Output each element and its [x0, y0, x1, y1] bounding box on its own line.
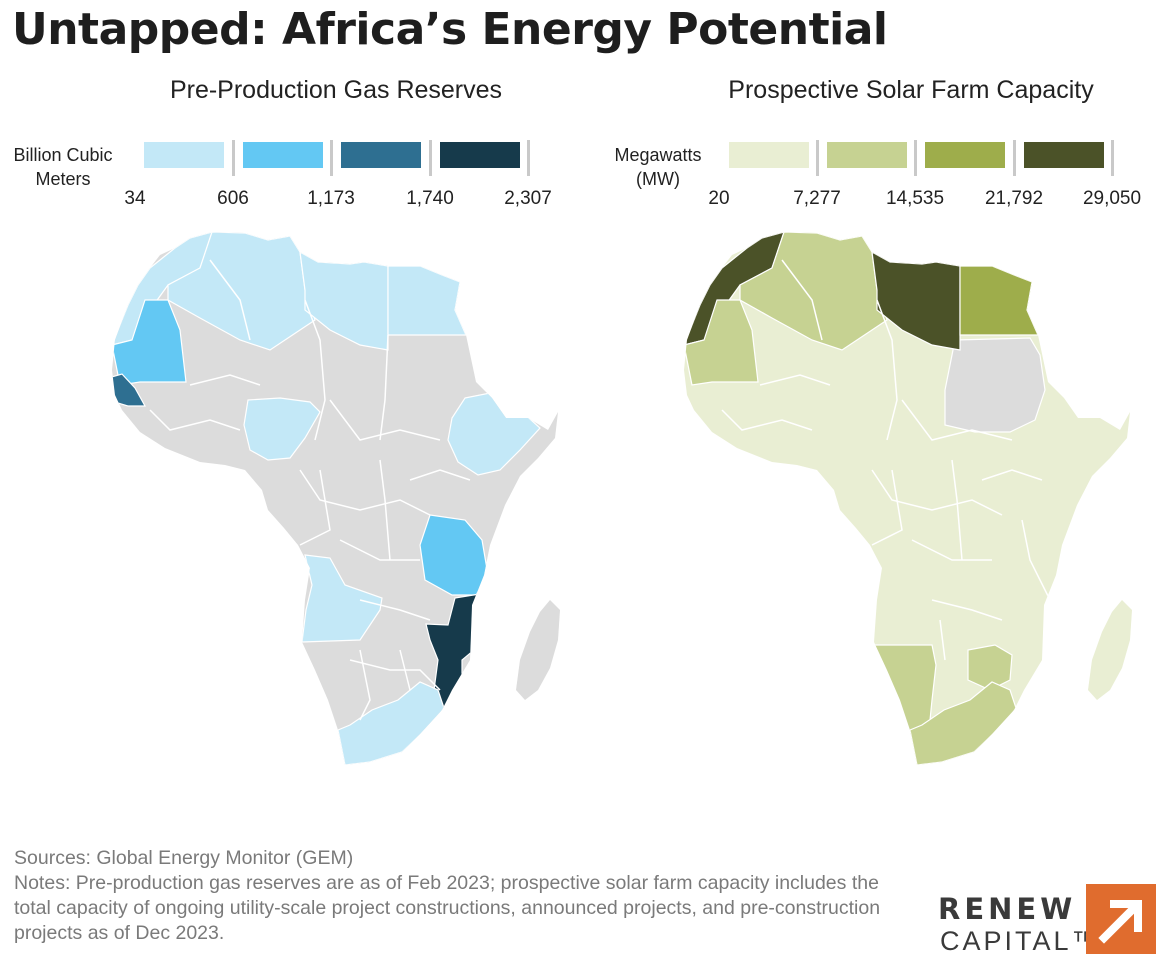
logo-line1: RENEW	[938, 892, 1077, 926]
chart-title: Untapped: Africa’s Energy Potential	[12, 4, 888, 55]
solar-legend-tick-label: 20	[708, 188, 730, 209]
logo-line2: CAPITAL™	[940, 926, 1102, 956]
solar-legend-unit: Megawatts (MW)	[600, 143, 716, 191]
gas-map-madagascar	[516, 600, 560, 700]
gas-country-borders	[149, 259, 471, 721]
solar-country-zimbabwe	[967, 644, 1013, 691]
gas-legend-tick-label: 2,307	[504, 188, 552, 209]
gas-legend-swatch-3	[341, 142, 421, 168]
notes-text: Notes: Pre-production gas reserves are a…	[14, 872, 881, 944]
gas-country-egypt	[387, 265, 467, 336]
solar-legend-tick-label: 29,050	[1082, 188, 1142, 209]
solar-legend-swatch-3	[925, 142, 1005, 168]
solar-legend-swatch-4	[1024, 142, 1104, 168]
arrow-up-right-icon	[1086, 884, 1156, 954]
solar-country-libya	[871, 250, 961, 351]
solar-legend-tick	[914, 140, 917, 176]
gas-legend-tick	[330, 140, 333, 176]
solar-legend-tick	[816, 140, 819, 176]
gas-legend-unit-line1: Billion Cubic	[13, 145, 113, 165]
solar-legend-tick-label: 7,277	[793, 188, 841, 209]
gas-legend-tick	[429, 140, 432, 176]
gas-legend-tick	[232, 140, 235, 176]
notes-block: Sources: Global Energy Monitor (GEM) Not…	[14, 846, 914, 946]
gas-map	[112, 232, 560, 765]
gas-country-senegal	[112, 373, 147, 407]
gas-legend-swatch-2	[243, 142, 323, 168]
solar-legend-swatch-2	[827, 142, 907, 168]
solar-legend-tick	[1013, 140, 1016, 176]
sources-text: Sources: Global Energy Monitor (GEM)	[14, 847, 354, 869]
solar-map-madagascar	[1088, 600, 1132, 700]
gas-country-angola	[301, 554, 383, 643]
solar-legend-tick-label: 21,792	[984, 188, 1044, 209]
gas-legend-swatch-4	[440, 142, 520, 168]
gas-legend-tick-label: 34	[124, 188, 146, 209]
gas-country-morocco	[112, 232, 213, 346]
gas-legend-tick-label: 606	[217, 188, 249, 209]
gas-country-nigeria	[243, 397, 321, 461]
solar-legend-unit-line1: Megawatts	[614, 145, 702, 165]
solar-country-morocco	[684, 232, 785, 346]
solar-country-egypt	[959, 265, 1039, 336]
solar-legend-tick	[1111, 140, 1114, 176]
gas-legend-tick-label: 1,740	[406, 188, 454, 209]
gas-map-subtitle: Pre-Production Gas Reserves	[169, 76, 503, 104]
gas-legend-tick	[527, 140, 530, 176]
gas-legend-unit-line2: Meters	[35, 169, 91, 189]
solar-country-borders	[721, 259, 1051, 661]
solar-map	[684, 232, 1132, 765]
solar-legend-unit-line2: (MW)	[636, 169, 680, 189]
solar-legend-swatch-1	[729, 142, 809, 168]
solar-country-sudan	[944, 337, 1046, 433]
gas-legend-unit: Billion Cubic Meters	[4, 143, 122, 191]
solar-country-mauritania	[684, 299, 759, 386]
solar-map-subtitle: Prospective Solar Farm Capacity	[728, 76, 1094, 104]
solar-legend-tick-label: 14,535	[885, 188, 945, 209]
gas-legend-tick-label: 1,173	[307, 188, 355, 209]
gas-legend-swatch-1	[144, 142, 224, 168]
